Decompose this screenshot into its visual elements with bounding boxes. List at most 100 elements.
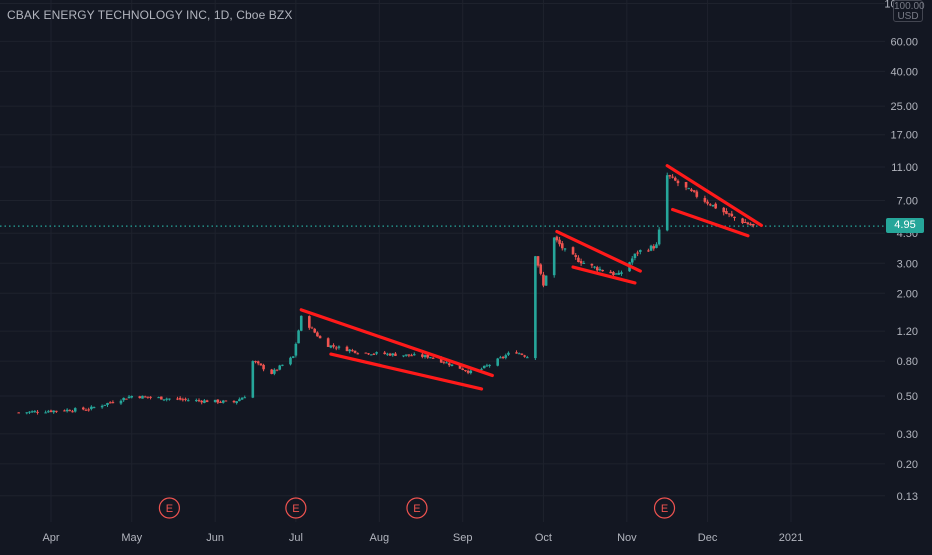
candle — [402, 355, 405, 358]
candle — [63, 409, 66, 412]
candle-body — [203, 400, 206, 403]
candle — [598, 266, 602, 272]
candle — [636, 250, 639, 257]
candle-body — [555, 236, 559, 241]
candle — [525, 355, 529, 359]
candle-body — [525, 357, 529, 359]
candle-body — [598, 268, 602, 271]
candle-body — [391, 353, 395, 356]
candle-body — [687, 188, 691, 190]
candle — [178, 396, 182, 401]
candle — [555, 235, 559, 243]
earnings-marker-circle — [285, 497, 307, 519]
candle-body — [746, 222, 750, 225]
candle-body — [383, 352, 386, 355]
candle — [141, 395, 144, 399]
candle — [563, 248, 567, 252]
candle-body — [176, 398, 179, 400]
candle — [329, 345, 333, 349]
candle-body — [630, 258, 634, 263]
candle-body — [184, 398, 187, 400]
candle-body — [127, 396, 131, 399]
candle-body — [73, 408, 77, 412]
candle-body — [348, 349, 351, 352]
candle — [84, 408, 88, 411]
candle-body — [326, 338, 330, 347]
candle-body — [256, 361, 260, 364]
candle-body — [289, 357, 292, 365]
candle — [388, 352, 392, 357]
candle-body — [216, 399, 220, 403]
candle — [160, 396, 163, 400]
earnings-marker[interactable]: E — [158, 497, 180, 519]
candle — [332, 343, 335, 349]
candle — [515, 350, 518, 354]
candle — [649, 244, 653, 252]
candle — [100, 404, 104, 409]
candle — [289, 356, 292, 366]
candle-body — [308, 316, 311, 328]
candle-body — [281, 364, 284, 366]
candle-body — [36, 411, 39, 413]
candle — [746, 221, 750, 225]
candle — [364, 352, 368, 354]
candle-body — [574, 255, 578, 257]
earnings-marker[interactable]: E — [653, 497, 676, 519]
candle-body — [138, 396, 142, 399]
candle-body — [520, 353, 524, 355]
candle — [203, 399, 206, 404]
candle-body — [232, 400, 236, 403]
candle — [593, 265, 596, 269]
candle — [224, 400, 228, 402]
currency-box[interactable]: 100.00 USD — [893, 0, 925, 22]
candle — [552, 237, 556, 278]
candle-body — [450, 364, 454, 366]
time-axis[interactable] — [0, 522, 932, 550]
candle — [308, 315, 311, 330]
candle-body — [507, 352, 510, 355]
candle-body — [356, 353, 360, 355]
candle-body — [291, 356, 295, 358]
candle-body — [652, 246, 656, 249]
candle — [200, 399, 203, 405]
candle-body — [684, 182, 688, 188]
candle-body — [224, 400, 228, 402]
candle — [44, 410, 47, 414]
candle — [517, 352, 521, 355]
candle-body — [690, 189, 693, 191]
earnings-marker[interactable]: E — [285, 497, 307, 519]
candle — [103, 404, 107, 406]
candle-body — [168, 398, 171, 400]
candle-body — [743, 221, 747, 223]
candle-body — [141, 395, 144, 399]
candle-body — [125, 398, 128, 400]
candle-body — [90, 406, 93, 410]
candle-body — [488, 364, 491, 366]
candle-body — [44, 412, 47, 414]
candle-body — [439, 357, 443, 363]
candle-body — [240, 397, 244, 400]
price-axis[interactable] — [885, 0, 932, 522]
candle — [108, 401, 112, 404]
candle — [708, 203, 712, 207]
candle-body — [329, 345, 333, 348]
candle-body — [501, 357, 505, 359]
candle — [270, 368, 273, 375]
earnings-marker[interactable]: E — [406, 497, 428, 519]
pattern-line — [329, 352, 484, 391]
candle — [130, 395, 134, 399]
candle-body — [17, 412, 21, 414]
candle-body — [119, 400, 123, 404]
candle-body — [332, 345, 335, 347]
candle-body — [504, 355, 508, 358]
candle — [407, 354, 411, 358]
candle-body — [149, 396, 152, 398]
candle — [657, 227, 661, 246]
candle-body — [695, 191, 699, 197]
candle — [620, 270, 623, 276]
candle-body — [100, 405, 104, 408]
candle — [168, 398, 171, 401]
candle — [536, 255, 540, 268]
